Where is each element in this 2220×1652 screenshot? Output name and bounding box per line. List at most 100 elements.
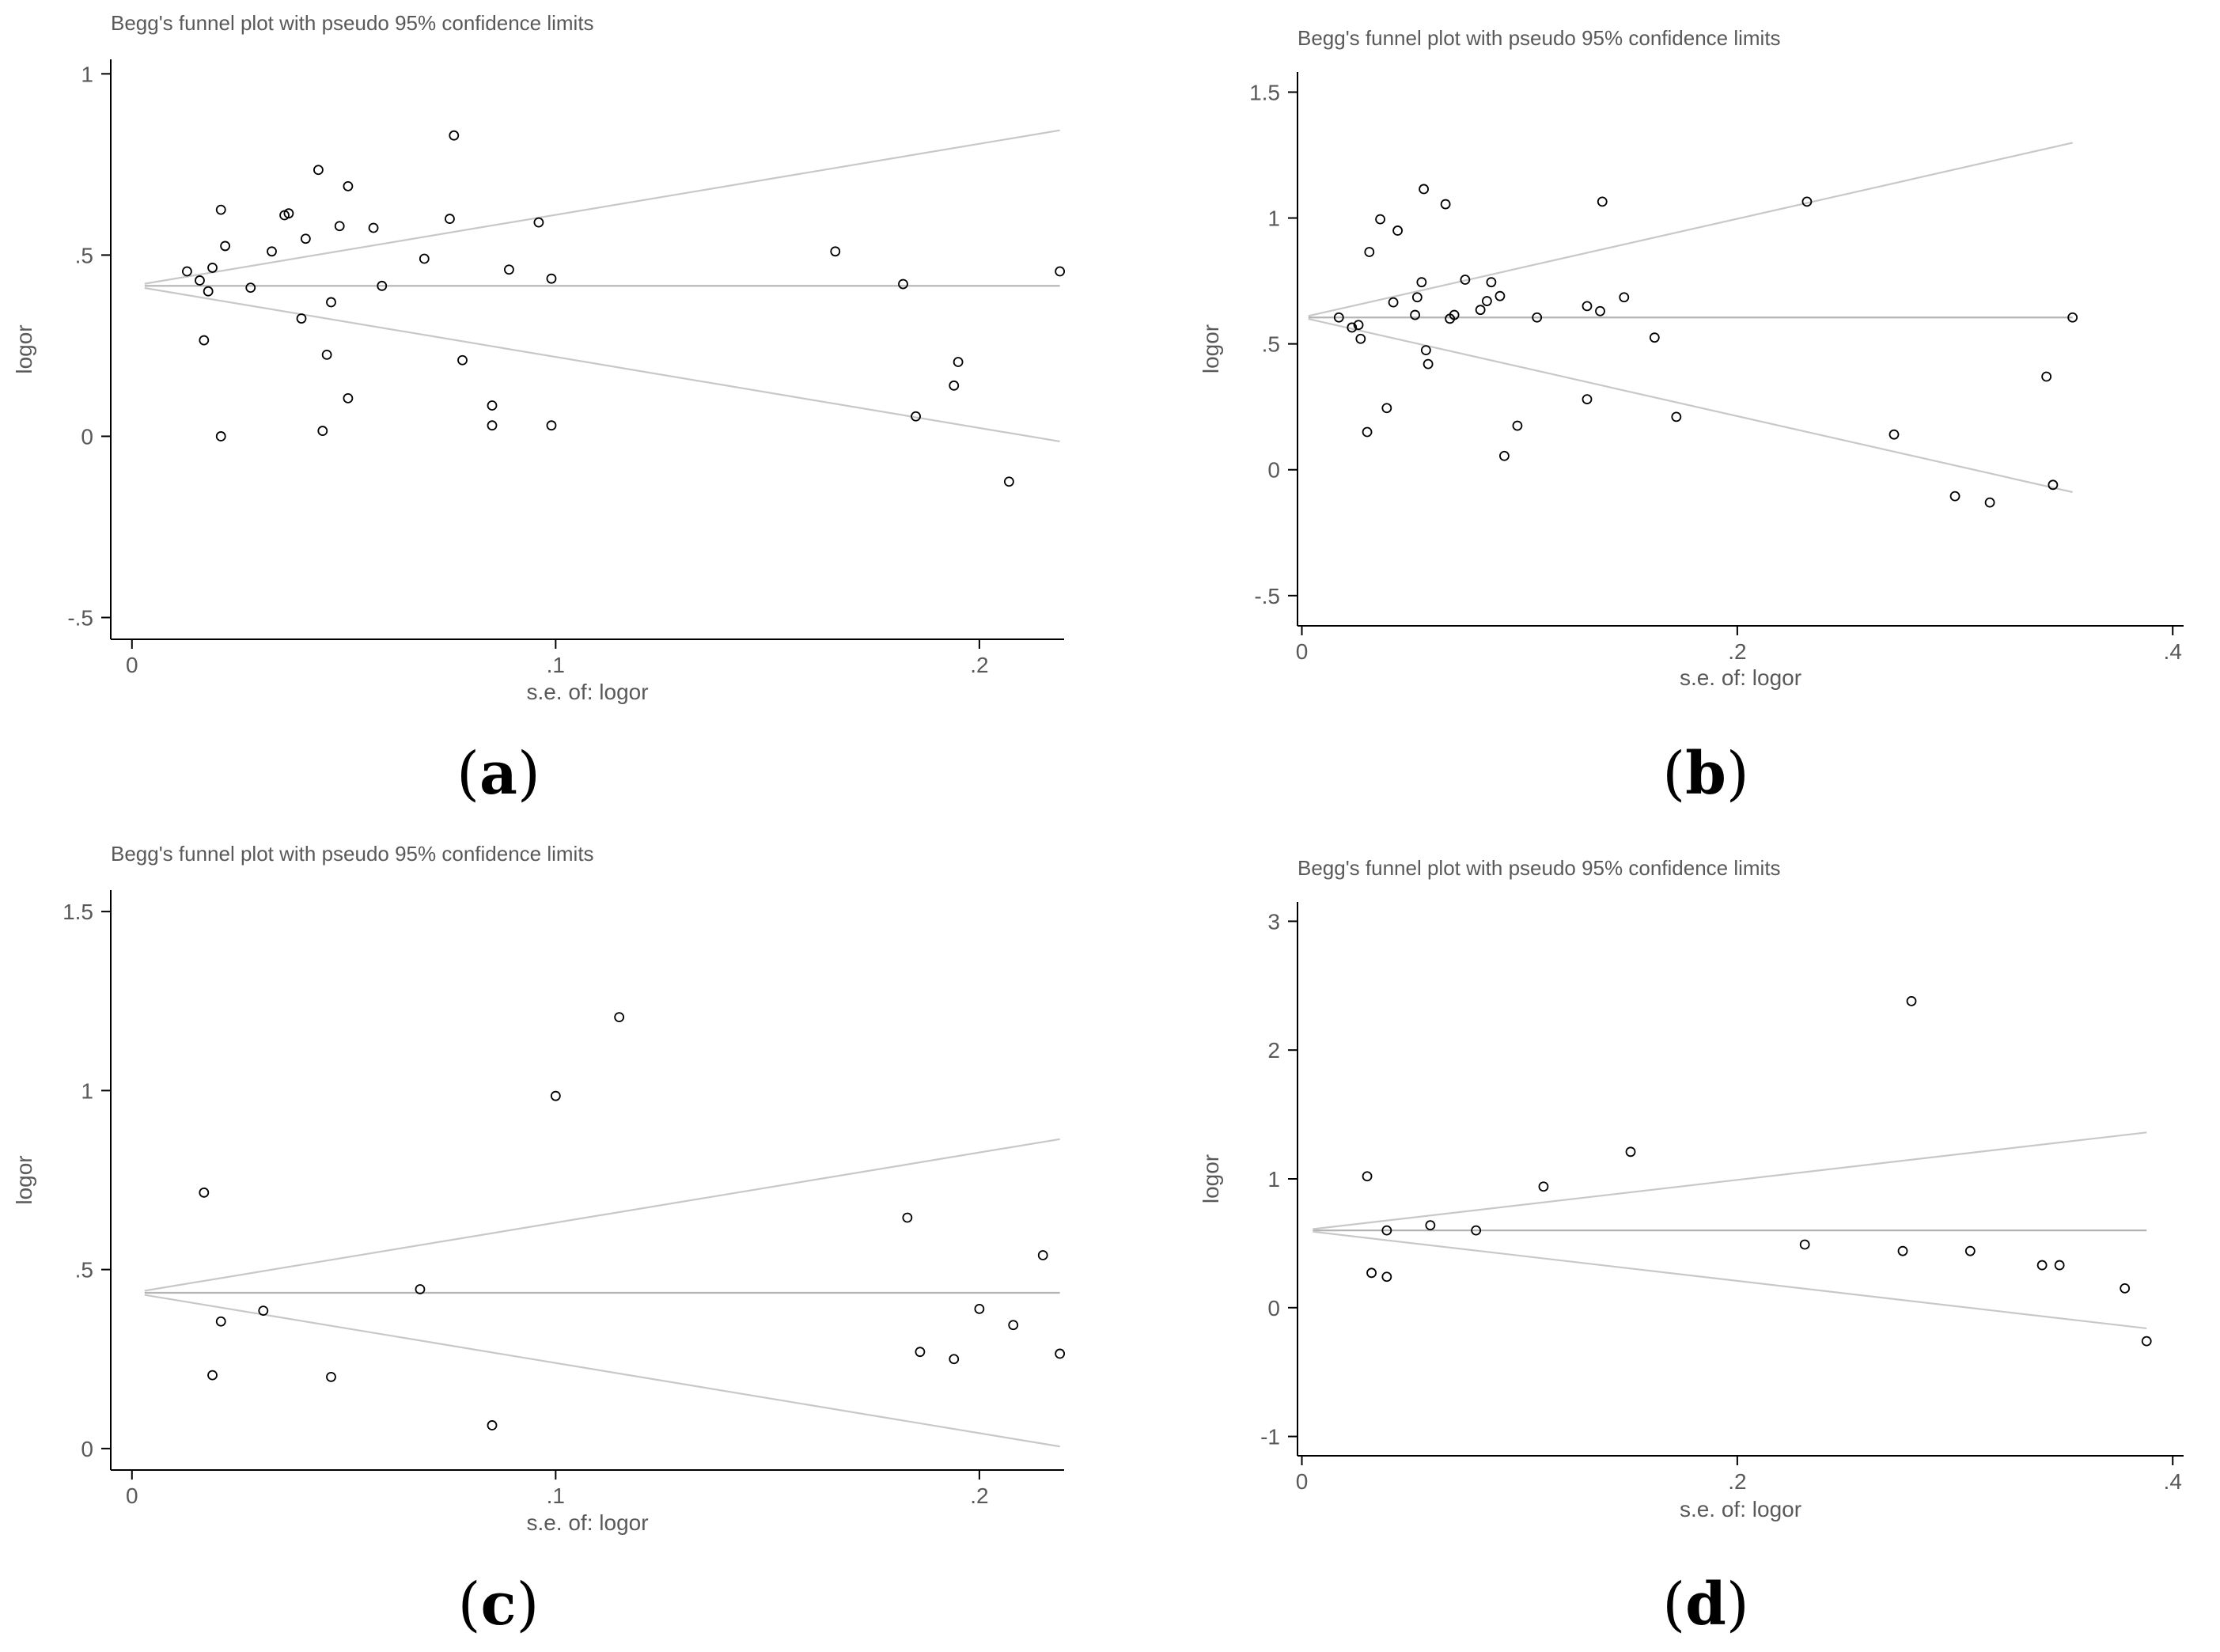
panel-label-d: (d) [1662, 1571, 1749, 1639]
study-point [1649, 332, 1660, 343]
study-point [1460, 275, 1471, 285]
study-point [296, 313, 307, 324]
study-point [199, 1187, 210, 1198]
funnel-plot-c: Begg's funnel plot with pseudo 95% confi… [12, 842, 1066, 1535]
study-point [1355, 333, 1366, 344]
study-point [457, 354, 468, 366]
study-point [1625, 1146, 1636, 1158]
study-point [1538, 1181, 1549, 1192]
x-axis-title: s.e. of: logor [1680, 1497, 1801, 1521]
study-point [1353, 320, 1364, 331]
funnel-plot-b: Begg's funnel plot with pseudo 95% confi… [1199, 26, 2184, 690]
y-tick-label: -.5 [1254, 584, 1280, 608]
study-point [1595, 305, 1605, 316]
panel-label-c: (c) [457, 1571, 540, 1639]
study-point [953, 357, 964, 367]
study-point [415, 1284, 426, 1294]
study-point [1410, 309, 1420, 320]
study-point [343, 180, 354, 191]
study-point [949, 380, 960, 391]
study-point [949, 1354, 960, 1365]
study-point [1419, 184, 1430, 195]
study-point [915, 1347, 926, 1358]
study-point [1364, 247, 1375, 257]
study-point [343, 392, 354, 404]
panel-label-a: (a) [457, 740, 540, 808]
study-point [1440, 199, 1451, 210]
study-point [1362, 1171, 1373, 1182]
chart-title: Begg's funnel plot with pseudo 95% confi… [111, 842, 594, 866]
y-tick-label: .5 [75, 243, 93, 267]
study-point [203, 286, 214, 297]
study-point [313, 165, 324, 176]
study-point [1381, 1271, 1392, 1283]
x-tick-label: 0 [126, 653, 138, 677]
study-point [1008, 1320, 1019, 1331]
x-tick-label: .1 [547, 653, 565, 677]
study-point [245, 282, 256, 294]
study-point [1375, 214, 1385, 225]
study-point [195, 275, 205, 286]
study-point [326, 1371, 336, 1382]
funnel-plot-d: Begg's funnel plot with pseudo 95% confi… [1199, 856, 2184, 1521]
study-point [546, 420, 557, 431]
study-point [1532, 312, 1543, 323]
y-tick-label: 1.5 [63, 900, 93, 924]
x-tick-label: 0 [1296, 639, 1309, 664]
study-point [1425, 1220, 1436, 1231]
y-axis-title: logor [12, 1155, 36, 1204]
y-axis-title: logor [12, 324, 36, 373]
y-tick-label: .5 [75, 1258, 93, 1283]
study-point [533, 217, 544, 228]
x-tick-label: .4 [2164, 639, 2182, 664]
chart-title: Begg's funnel plot with pseudo 95% confi… [1298, 26, 1781, 50]
study-point [487, 400, 498, 411]
study-point [898, 278, 908, 290]
study-point [1411, 292, 1423, 303]
study-point [1671, 411, 1682, 422]
study-point [2036, 1260, 2048, 1271]
study-point [181, 266, 192, 277]
study-point [300, 233, 311, 244]
y-tick-label: 0 [1267, 1296, 1280, 1320]
study-point [2041, 371, 2052, 382]
study-point [449, 130, 460, 141]
study-point [1897, 1245, 1908, 1256]
y-tick-label: .5 [1262, 332, 1280, 357]
study-point [419, 253, 430, 264]
y-axis-title: logor [1199, 324, 1223, 373]
study-point [2141, 1336, 2152, 1347]
study-point [2120, 1283, 2131, 1294]
y-axis-title: logor [1199, 1154, 1223, 1203]
study-point [1392, 225, 1403, 236]
chart-title: Begg's funnel plot with pseudo 95% confi… [1298, 856, 1781, 880]
x-tick-label: .4 [2164, 1469, 2182, 1494]
lower-confidence-limit [144, 1294, 1060, 1448]
study-point [1475, 305, 1486, 316]
study-point [1381, 1225, 1392, 1236]
study-point [1055, 266, 1066, 277]
study-point [1582, 301, 1593, 312]
study-point [207, 263, 218, 273]
study-point [1471, 1225, 1482, 1236]
study-point [614, 1012, 625, 1023]
x-tick-label: 0 [126, 1483, 138, 1508]
study-point [1801, 196, 1813, 207]
study-point [1619, 292, 1630, 303]
study-point [487, 1420, 498, 1430]
x-axis-title: s.e. of: logor [526, 1510, 648, 1535]
y-tick-label: 0 [1267, 458, 1280, 483]
upper-confidence-limit [144, 129, 1060, 285]
study-point [1366, 1267, 1377, 1279]
study-point [215, 204, 226, 215]
study-point [1420, 345, 1431, 355]
lower-confidence-limit [1313, 1230, 2147, 1330]
study-point [1984, 497, 1995, 508]
study-point [487, 420, 498, 431]
study-point [1362, 426, 1373, 438]
lower-confidence-limit [144, 286, 1060, 443]
study-point [504, 264, 514, 275]
study-point [267, 246, 277, 257]
study-point [550, 1090, 561, 1101]
